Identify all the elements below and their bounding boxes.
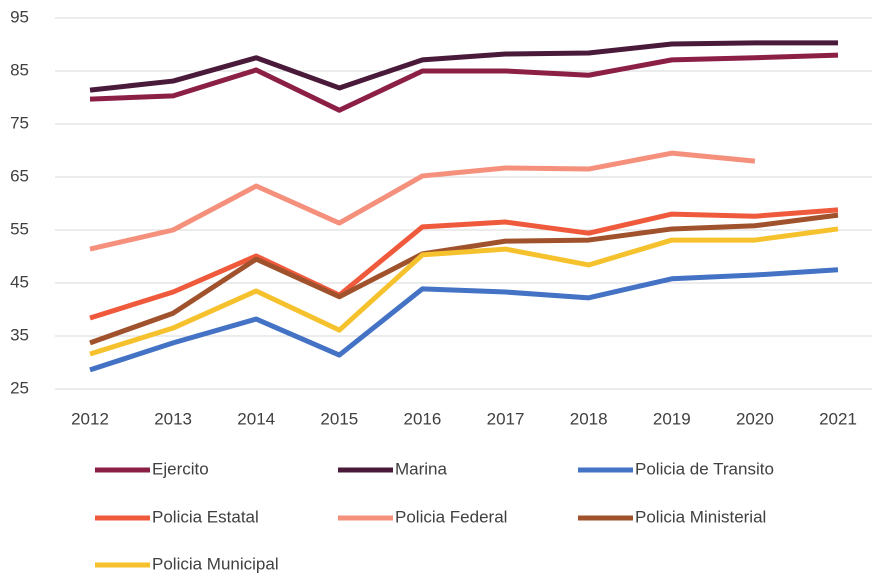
y-tick-label: 25 bbox=[10, 378, 29, 397]
series-line bbox=[89, 40, 838, 93]
legend-label: Policia de Transito bbox=[635, 459, 774, 478]
legend-label: Policia Ministerial bbox=[635, 507, 766, 526]
y-tick-label: 85 bbox=[10, 60, 29, 79]
legend-label: Ejercito bbox=[152, 459, 209, 478]
series-line bbox=[89, 226, 839, 357]
y-tick-label: 55 bbox=[10, 219, 29, 238]
y-tick-label: 75 bbox=[10, 113, 29, 132]
series-line bbox=[89, 267, 839, 373]
series-line bbox=[89, 52, 839, 113]
y-tick-label: 45 bbox=[10, 272, 29, 291]
legend-label: Marina bbox=[395, 459, 448, 478]
x-tick-label: 2020 bbox=[736, 409, 774, 428]
y-tick-label: 65 bbox=[10, 166, 29, 185]
legend-label: Policia Estatal bbox=[152, 507, 259, 526]
x-tick-label: 2017 bbox=[487, 409, 525, 428]
x-tick-label: 2013 bbox=[154, 409, 192, 428]
x-tick-label: 2015 bbox=[320, 409, 358, 428]
series-line bbox=[89, 207, 839, 321]
y-tick-label: 95 bbox=[10, 7, 29, 26]
x-tick-label: 2012 bbox=[71, 409, 109, 428]
x-tick-label: 2014 bbox=[237, 409, 275, 428]
legend-label: Policia Municipal bbox=[152, 554, 279, 573]
x-tick-label: 2019 bbox=[653, 409, 691, 428]
x-tick-label: 2016 bbox=[404, 409, 442, 428]
y-tick-label: 35 bbox=[10, 325, 29, 344]
legend-label: Policia Federal bbox=[395, 507, 507, 526]
series-line bbox=[89, 212, 839, 346]
x-tick-label: 2018 bbox=[570, 409, 608, 428]
x-tick-label: 2021 bbox=[819, 409, 857, 428]
series-line bbox=[89, 150, 756, 252]
